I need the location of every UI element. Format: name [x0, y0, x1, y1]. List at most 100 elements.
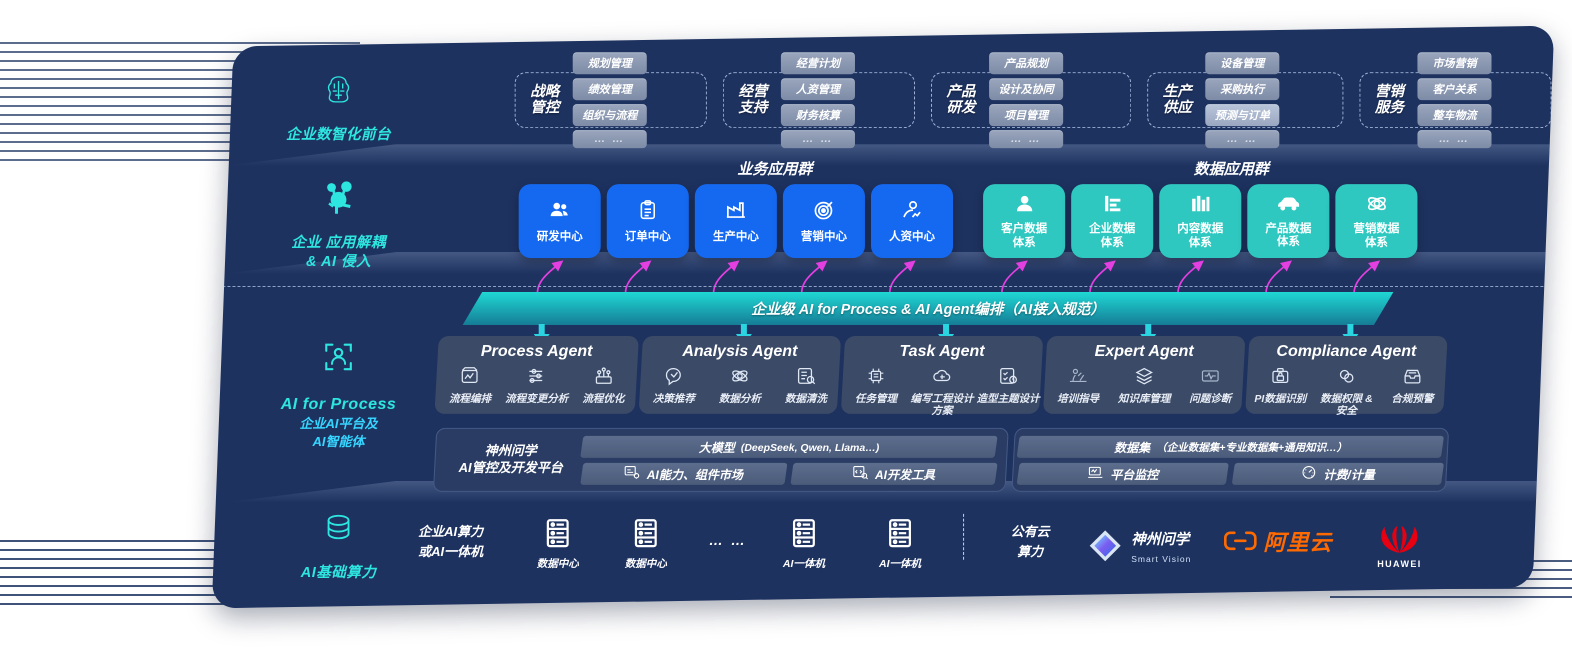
domain-chip[interactable]: 财务核算	[780, 104, 855, 127]
domain-chip-more[interactable]: … …	[572, 130, 647, 149]
agent-item[interactable]: 知识库管理	[1112, 365, 1177, 406]
domain-name: 生产 供应	[1155, 84, 1199, 116]
domain-box-operations[interactable]: 经营 支持 经营计划 人资管理 财务核算 … …	[722, 52, 916, 149]
cloud-doc-icon	[931, 365, 953, 392]
domain-chip-more[interactable]: … …	[1205, 130, 1280, 149]
app-card-label-line1: 产品数据	[1265, 222, 1312, 235]
domain-box-strategy[interactable]: 战略 管控 规划管理 绩效管理 组织与流程 … …	[514, 52, 707, 149]
app-card-product-data[interactable]: 产品数据 体系	[1247, 184, 1330, 259]
row-label-front-text: 企业数智化前台	[285, 126, 392, 143]
app-card-rd-center[interactable]: 研发中心	[518, 184, 601, 259]
agent-item[interactable]: 数据权限 & 安全	[1314, 365, 1379, 417]
domain-box-product-rd[interactable]: 产品 研发 产品规划 设计及协同 项目管理 … …	[931, 52, 1132, 149]
platform-bar-billing[interactable]: 计费/计量	[1231, 462, 1445, 485]
domain-chip[interactable]: 绩效管理	[572, 78, 647, 101]
row-label-front: 企业数智化前台	[248, 70, 428, 145]
agent-card-process[interactable]: Process Agent 流程编排 流程变更分析 流程优化	[434, 335, 639, 414]
agent-item[interactable]: 编写工程设计方案	[909, 365, 974, 417]
agent-item-label: 流程变更分析	[505, 392, 569, 405]
person-chart-icon	[900, 198, 924, 227]
agent-item[interactable]: 数据分析	[707, 365, 772, 406]
vendor-logo-aliyun[interactable]: 阿里云	[1223, 530, 1332, 557]
molecule-icon	[248, 176, 428, 225]
domain-chip[interactable]: 人资管理	[780, 78, 855, 101]
agent-card-expert[interactable]: Expert Agent 培训指导 知识库管理 问题诊断	[1042, 335, 1246, 414]
app-card-label: 内容数据 体系	[1175, 223, 1225, 250]
platform-bar-dev-tool-label: AI开发工具	[875, 466, 936, 481]
agent-item-label: 数据分析	[718, 392, 761, 405]
app-card-hr-center[interactable]: 人资中心	[870, 184, 954, 259]
architecture-panel: 企业数智化前台 企业 应用解耦 & AI 侵入	[211, 25, 1555, 609]
infra-aio-2[interactable]: AI一体机	[865, 518, 935, 571]
app-card-order-center[interactable]: 订单中心	[606, 184, 689, 259]
row-label-compute: AI基础算力	[248, 508, 428, 583]
vendor-logo-huawei[interactable]: HUAWEI	[1359, 522, 1439, 569]
domain-chip[interactable]: 客户关系	[1417, 78, 1492, 101]
platform-bar-dataset[interactable]: 数据集 （企业数据集+专业数据集+通用知识…）	[1016, 435, 1445, 458]
domain-chip[interactable]: 产品规划	[989, 52, 1064, 75]
agent-card-analysis[interactable]: Analysis Agent 决策推荐 数据分析 数据清洗	[638, 335, 842, 414]
app-card-label-line2: 体系	[1364, 236, 1388, 249]
platform-bar-monitor[interactable]: 平台监控	[1016, 462, 1229, 485]
agent-item[interactable]: 流程编排	[437, 365, 503, 406]
infra-enterprise-compute-line2: 或AI一体机	[418, 544, 484, 560]
domain-chip[interactable]: 项目管理	[989, 104, 1064, 127]
platform-panel-right[interactable]: 数据集 （企业数据集+专业数据集+通用知识…） 平台监控 计费/计量	[1011, 427, 1450, 492]
app-card-marketing-data[interactable]: 营销数据 体系	[1335, 184, 1418, 259]
atom-analysis-icon	[729, 365, 751, 392]
domain-chip[interactable]: 设计及协同	[989, 78, 1064, 101]
domain-chip[interactable]: 整车物流	[1417, 104, 1492, 127]
agent-item[interactable]: 问题诊断	[1178, 365, 1243, 406]
domain-chip[interactable]: 采购执行	[1205, 78, 1280, 101]
agent-card-compliance[interactable]: Compliance Agent PI数据识别 数据权限 & 安全 合规预警	[1245, 335, 1448, 417]
agent-item-label: 知识库管理	[1117, 392, 1171, 405]
platform-bar-llm-label: 大模型	[698, 439, 735, 454]
agent-item[interactable]: 数据清洗	[773, 365, 838, 406]
app-card-production-center[interactable]: 生产中心	[694, 184, 777, 259]
domain-chip-more[interactable]: … …	[989, 130, 1064, 149]
platform-bar-dataset-sub: （企业数据集+专业数据集+通用知识…）	[1155, 440, 1347, 453]
vendor-logo-smartvision[interactable]: 神州问学 Smart Vision	[1085, 526, 1191, 571]
agent-item[interactable]: 合规预警	[1380, 365, 1445, 417]
domain-chip-more[interactable]: … …	[780, 130, 855, 149]
agent-item[interactable]: 流程优化	[570, 365, 636, 406]
platform-bar-component-market[interactable]: AI能力、组件市场	[580, 462, 788, 485]
business-group-title: 业务应用群	[737, 161, 813, 179]
infra-aio-1[interactable]: AI一体机	[769, 518, 839, 571]
app-card-label: 订单中心	[624, 230, 671, 243]
agent-item[interactable]: PI数据识别	[1248, 365, 1313, 417]
domain-chip[interactable]: 市场营销	[1417, 52, 1492, 75]
agent-item[interactable]: 造型主题设计	[975, 365, 1040, 417]
app-card-customer-data[interactable]: 客户数据 体系	[983, 184, 1066, 259]
domain-chip[interactable]: 预测与订单	[1205, 104, 1280, 127]
infra-datacenter-2[interactable]: 数据中心	[611, 518, 681, 571]
app-card-enterprise-data[interactable]: 企业数据 体系	[1071, 184, 1154, 259]
domain-chip[interactable]: 规划管理	[572, 52, 647, 75]
data-clean-icon	[795, 365, 817, 392]
domain-box-marketing-service[interactable]: 营销 服务 市场营销 客户关系 整车物流 … …	[1359, 52, 1552, 149]
app-card-marketing-center[interactable]: 营销中心	[782, 184, 865, 259]
infra-datacenter-1[interactable]: 数据中心	[523, 518, 593, 571]
platform-bar-llm[interactable]: 大模型 (DeepSeek, Qwen, Llama…)	[580, 435, 998, 458]
app-card-content-data[interactable]: 内容数据 体系	[1159, 184, 1242, 259]
infra-ellipsis: … …	[693, 532, 763, 549]
agent-item[interactable]: 流程变更分析	[504, 365, 570, 406]
domain-chip[interactable]: 组织与流程	[572, 104, 647, 127]
agent-item[interactable]: 培训指导	[1045, 365, 1110, 406]
id-lock-icon	[1269, 365, 1291, 392]
platform-bar-component-market-label: AI能力、组件市场	[647, 466, 744, 481]
agent-item[interactable]: 决策推荐	[641, 365, 706, 406]
platform-brand: 神州问学 AI管控及开发平台	[446, 443, 576, 477]
domain-chip[interactable]: 经营计划	[780, 52, 855, 75]
target-icon	[812, 198, 836, 227]
domain-chip[interactable]: 设备管理	[1205, 52, 1280, 75]
domain-name: 产品 研发	[939, 84, 983, 116]
agent-card-task[interactable]: Task Agent 任务管理 编写工程设计方案 造型主题设计	[840, 335, 1044, 417]
optimize-icon	[592, 365, 614, 392]
agent-item[interactable]: 任务管理	[843, 365, 908, 417]
app-card-label: 营销中心	[800, 230, 847, 243]
platform-bar-dev-tool[interactable]: AI开发工具	[790, 462, 998, 485]
platform-panel-left[interactable]: 神州问学 AI管控及开发平台 大模型 (DeepSeek, Qwen, Llama…	[432, 427, 1009, 492]
domain-chip-more[interactable]: … …	[1417, 130, 1492, 149]
domain-box-production-supply[interactable]: 生产 供应 设备管理 采购执行 预测与订单 … …	[1147, 52, 1344, 149]
